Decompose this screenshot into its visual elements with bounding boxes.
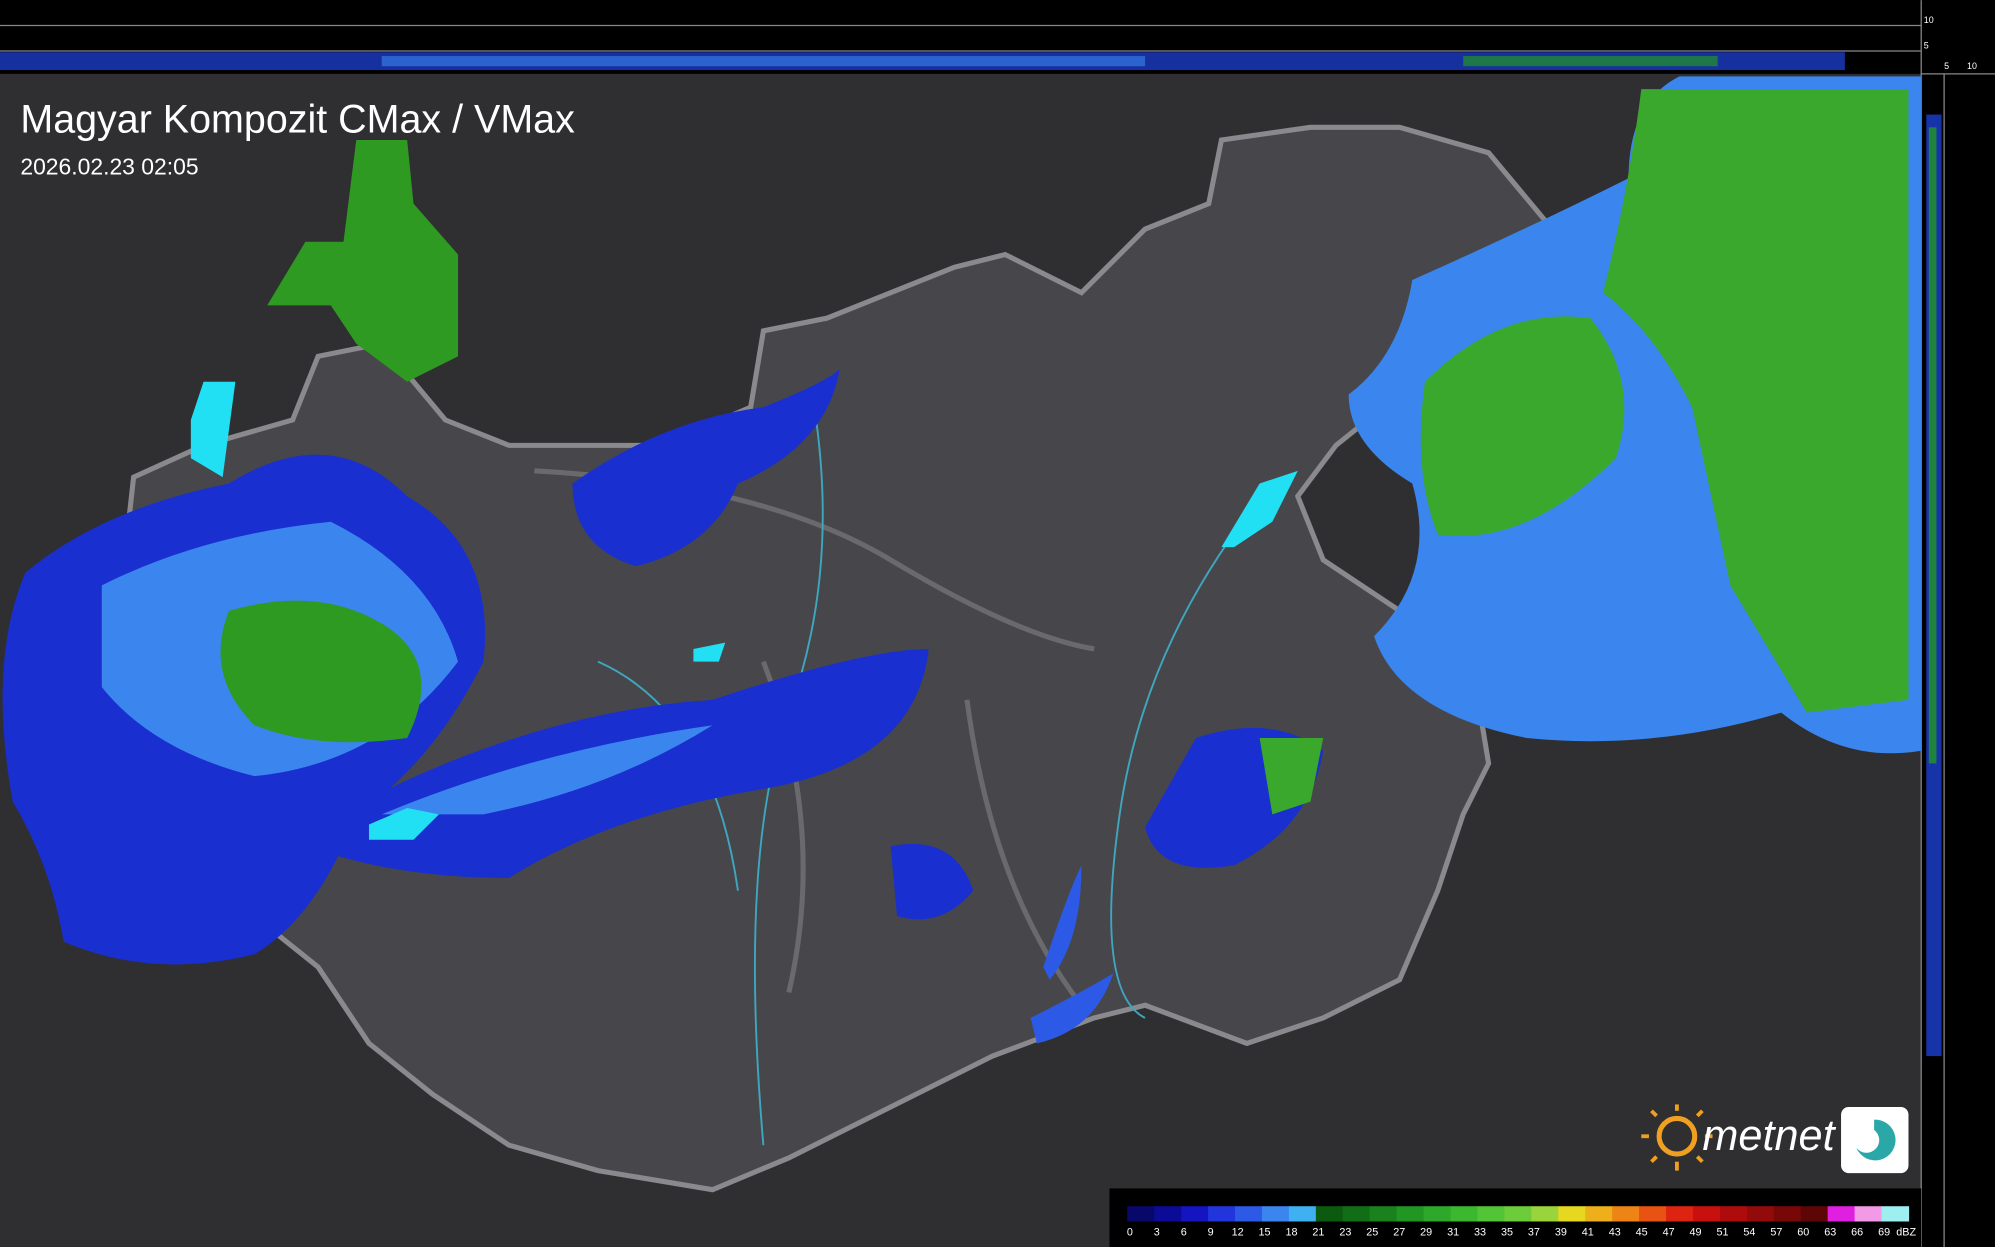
logo-text: metnet (1702, 1112, 1836, 1160)
legend-swatch (1854, 1206, 1883, 1222)
legend-label: 3 (1154, 1226, 1160, 1238)
profile-strip (381, 56, 1146, 67)
echo (220, 600, 422, 743)
profile-strip (1928, 127, 1937, 764)
logo-rays (1641, 1104, 1713, 1171)
legend-swatch (1585, 1206, 1613, 1222)
echo (267, 140, 459, 382)
legend-label: 37 (1528, 1226, 1540, 1238)
legend-swatch (1342, 1206, 1371, 1222)
legend-label: 39 (1555, 1226, 1567, 1238)
legend-label: 43 (1609, 1226, 1621, 1238)
legend-swatch (1477, 1206, 1506, 1222)
echo (1030, 865, 1114, 1044)
logo-swirl (1856, 1119, 1896, 1161)
legend-label: 15 (1259, 1226, 1271, 1238)
legend-label: 69 (1878, 1226, 1890, 1238)
profile-strip (1463, 56, 1718, 67)
profile-label: 10 (1924, 15, 1934, 25)
legend-swatch (1800, 1206, 1829, 1222)
profile-label: 10 (1967, 61, 1977, 71)
legend-label: 45 (1636, 1226, 1648, 1238)
legend-swatch (1719, 1206, 1748, 1222)
legend-label: 41 (1582, 1226, 1594, 1238)
legend-swatch (1235, 1206, 1263, 1222)
legend-swatch (1692, 1206, 1721, 1222)
legend-swatch (1288, 1206, 1317, 1222)
legend-label: 63 (1824, 1226, 1836, 1238)
echo (1603, 89, 1909, 713)
echo (381, 725, 713, 815)
legend-label: 18 (1285, 1226, 1297, 1238)
legend-swatch (1881, 1206, 1910, 1222)
legend-label: 27 (1393, 1226, 1405, 1238)
legend-swatch (1612, 1206, 1640, 1222)
logo: metnet (1641, 1104, 1909, 1174)
legend-label: 0 (1127, 1226, 1133, 1238)
legend-swatch (1208, 1206, 1236, 1222)
legend-swatch (1423, 1206, 1452, 1222)
map-title: Magyar Kompozit CMax / VMax (20, 97, 575, 141)
radar-echoes (2, 76, 1922, 1044)
legend-swatch (1450, 1206, 1479, 1222)
legend-swatch (1181, 1206, 1209, 1222)
echo (1259, 738, 1324, 815)
legend-label: 57 (1770, 1226, 1782, 1238)
legend-label: 9 (1208, 1226, 1214, 1238)
legend-label: 60 (1797, 1226, 1809, 1238)
legend-swatch (1369, 1206, 1398, 1222)
legend-label: 47 (1663, 1226, 1675, 1238)
legend-label: 33 (1474, 1226, 1486, 1238)
legend-label: 23 (1339, 1226, 1351, 1238)
legend-label: 54 (1743, 1226, 1755, 1238)
legend-label: 66 (1851, 1226, 1863, 1238)
legend-swatch (1127, 1206, 1155, 1222)
legend-label: 12 (1232, 1226, 1244, 1238)
legend-swatch (1639, 1206, 1667, 1222)
legend-swatch (1666, 1206, 1694, 1222)
legend-swatch (1746, 1206, 1775, 1222)
legend-label: 35 (1501, 1226, 1513, 1238)
legend-swatch (1504, 1206, 1532, 1222)
legend-label: 21 (1312, 1226, 1324, 1238)
echo (890, 843, 974, 920)
legend-swatch (1154, 1206, 1182, 1222)
legend-label: 6 (1181, 1226, 1187, 1238)
legend-label: 31 (1447, 1226, 1459, 1238)
legend-swatch (1261, 1206, 1290, 1222)
echo (1420, 316, 1625, 537)
legend-label: 29 (1420, 1226, 1432, 1238)
profile-label: 5 (1944, 61, 1949, 71)
legend: 0 3 6 9 12 15 18 21 23 25 27 29 31 33 35 37 39 41 43 45 47 49… (1127, 1206, 1917, 1238)
legend-unit: dBZ (1896, 1226, 1916, 1238)
legend-label: 51 (1716, 1226, 1728, 1238)
legend-swatch (1531, 1206, 1559, 1222)
legend-swatch (1396, 1206, 1425, 1222)
legend-label: 49 (1690, 1226, 1702, 1238)
timestamp: 2026.02.23 02:05 (20, 153, 198, 179)
legend-swatch (1827, 1206, 1856, 1222)
legend-swatch (1315, 1206, 1344, 1222)
legend-swatch (1773, 1206, 1802, 1222)
logo-badge (1841, 1106, 1909, 1174)
profile-label: 5 (1924, 40, 1929, 50)
legend-swatch (1558, 1206, 1586, 1222)
legend-label: 25 (1366, 1226, 1378, 1238)
logo-sun (1656, 1115, 1698, 1157)
echo (572, 369, 840, 567)
